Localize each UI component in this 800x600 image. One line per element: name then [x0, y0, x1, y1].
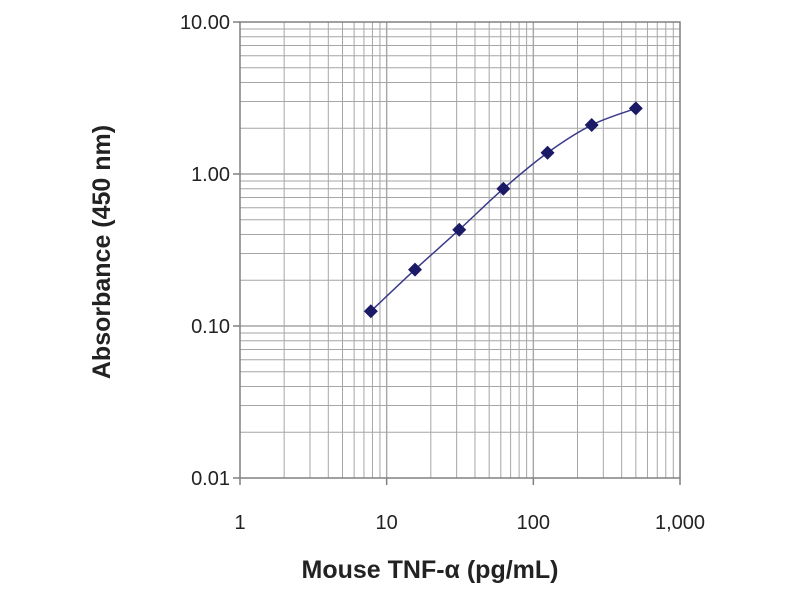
data-point-3 [496, 181, 511, 196]
gridlines [240, 22, 680, 478]
data-point-1 [407, 262, 422, 277]
y-tick-label-0: 0.01 [191, 468, 230, 490]
x-tick-label-0: 1 [234, 512, 245, 534]
data-point-6 [628, 101, 643, 116]
data-point-5 [584, 118, 599, 133]
x-tick-label-1: 10 [376, 512, 398, 534]
axis-ticks [233, 21, 681, 485]
x-tick-label-3: 1,000 [655, 512, 705, 534]
x-axis-title: Mouse TNF-α (pg/mL) [302, 556, 559, 584]
data-point-0 [363, 304, 378, 319]
y-tick-label-3: 10.00 [180, 12, 230, 34]
series-line [370, 107, 637, 312]
x-tick-label-2: 100 [517, 512, 550, 534]
y-axis-title: Absorbance (450 nm) [88, 125, 116, 379]
plot-area-frame [239, 21, 681, 479]
x-tick-labels: 1 10 100 1,000 [234, 512, 705, 534]
y-tick-labels: 0.01 0.10 1.00 10.00 [180, 12, 230, 490]
y-tick-label-2: 1.00 [191, 164, 230, 186]
data-markers [363, 101, 643, 319]
y-tick-label-1: 0.10 [191, 316, 230, 338]
data-point-4 [540, 145, 555, 160]
data-point-2 [452, 222, 467, 237]
